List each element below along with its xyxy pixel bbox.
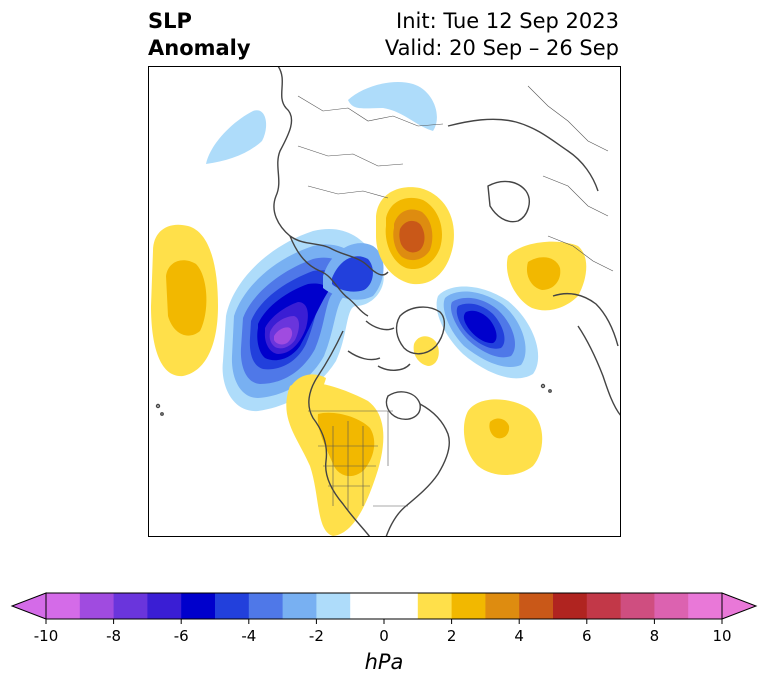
colorbar-bin <box>688 593 723 619</box>
political-borders <box>297 85 614 511</box>
positive-anomaly-east-core <box>526 257 561 290</box>
colorbar-bin <box>553 593 588 619</box>
negative-anomaly-top <box>348 81 437 131</box>
colorbar-bin <box>46 593 81 619</box>
colorbar-tick-label: 10 <box>712 627 731 645</box>
colorbar-tick-label: -6 <box>174 627 189 645</box>
colorbar-tick-label: -2 <box>309 627 324 645</box>
colorbar-bin <box>451 593 486 619</box>
colorbar-bin <box>620 593 655 619</box>
colorbar-bin <box>586 593 622 619</box>
coastlines <box>155 66 621 537</box>
colorbar-bin <box>113 593 148 619</box>
negative-anomaly-northwest <box>206 110 267 164</box>
colorbar-tick-label: 0 <box>379 627 389 645</box>
colorbar-tick-label: -10 <box>34 627 59 645</box>
colorbar-bin <box>282 593 317 619</box>
map-title: SLP Anomaly <box>148 8 251 62</box>
positive-anomaly-atlantic-core <box>489 418 510 439</box>
positive-anomaly-arctic-core <box>399 220 425 253</box>
negative-anomaly-arc-l2 <box>332 256 373 292</box>
colorbar-bin <box>215 593 250 619</box>
negative-anomaly-main-core <box>274 327 293 345</box>
positive-anomaly-west-pacific-core <box>166 260 207 336</box>
colorbar-tick-label: 2 <box>447 627 457 645</box>
positive-anomaly-us-l2 <box>317 412 375 477</box>
colorbar-bin <box>519 593 554 619</box>
colorbar-tick-label: 4 <box>514 627 524 645</box>
colorbar-bin <box>181 593 216 619</box>
colorbar-bins <box>46 593 723 619</box>
colorbar-bin <box>654 593 689 619</box>
title-line-slp: SLP <box>148 9 192 33</box>
positive-anomaly-us-west <box>288 374 326 416</box>
colorbar: -10 -8 -6 -4 -2 0 2 4 6 8 10 hPa <box>10 592 758 674</box>
map-frame <box>148 66 621 537</box>
colorbar-bin <box>350 593 419 619</box>
colorbar-tick-label: 6 <box>582 627 592 645</box>
colorbar-bin <box>79 593 115 619</box>
init-date: Init: Tue 12 Sep 2023 <box>396 9 619 33</box>
colorbar-unit-label: hPa <box>365 650 404 674</box>
title-line-anomaly: Anomaly <box>148 36 251 60</box>
anomaly-shading <box>151 81 587 536</box>
forecast-dates: Init: Tue 12 Sep 2023 Valid: 20 Sep – 26… <box>385 8 619 62</box>
colorbar-bin <box>316 593 351 619</box>
colorbar-tick-label: 8 <box>650 627 660 645</box>
valid-range: Valid: 20 Sep – 26 Sep <box>384 36 619 60</box>
colorbar-extend-max <box>721 592 758 620</box>
positive-anomaly-small <box>413 336 439 366</box>
negative-anomaly-north-atlantic-core <box>463 310 497 344</box>
colorbar-bin <box>485 593 520 619</box>
colorbar-extend-min <box>10 592 47 620</box>
colorbar-bin <box>248 593 284 619</box>
colorbar-bin <box>417 593 453 619</box>
colorbar-tick-label: -4 <box>241 627 256 645</box>
colorbar-ticks: -10 -8 -6 -4 -2 0 2 4 6 8 10 <box>34 619 732 645</box>
colorbar-bin <box>147 593 182 619</box>
slp-anomaly-map <box>148 66 621 537</box>
colorbar-tick-label: -8 <box>106 627 121 645</box>
